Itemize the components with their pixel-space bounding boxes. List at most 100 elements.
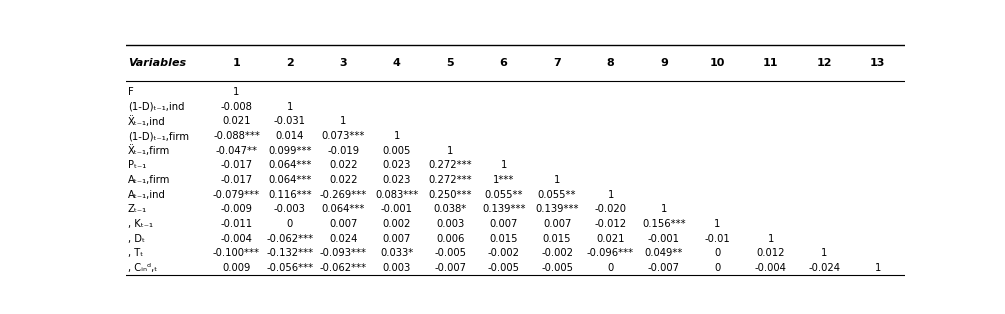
Text: -0.100***: -0.100*** (213, 248, 260, 258)
Text: 0: 0 (715, 263, 721, 273)
Text: 11: 11 (763, 58, 779, 68)
Text: -0.096***: -0.096*** (587, 248, 634, 258)
Text: 0.005: 0.005 (383, 146, 411, 156)
Text: -0.019: -0.019 (328, 146, 360, 156)
Text: Zₜ₋₁: Zₜ₋₁ (128, 204, 147, 214)
Text: (1-D)ₜ₋₁,ind: (1-D)ₜ₋₁,ind (128, 102, 185, 112)
Text: 5: 5 (446, 58, 454, 68)
Text: -0.001: -0.001 (648, 234, 680, 244)
Text: 0.007: 0.007 (489, 219, 518, 229)
Text: 0.038*: 0.038* (433, 204, 467, 214)
Text: -0.004: -0.004 (755, 263, 787, 273)
Text: , Cᵢₙᵈ,ₜ: , Cᵢₙᵈ,ₜ (128, 263, 157, 273)
Text: -0.01: -0.01 (705, 234, 731, 244)
Text: 0.033*: 0.033* (380, 248, 413, 258)
Text: -0.003: -0.003 (274, 204, 306, 214)
Text: -0.005: -0.005 (541, 263, 573, 273)
Text: 0.006: 0.006 (436, 234, 464, 244)
Text: 0.015: 0.015 (543, 234, 572, 244)
Text: Variables: Variables (128, 58, 186, 68)
Text: 0.055**: 0.055** (538, 190, 577, 200)
Text: 1: 1 (447, 146, 453, 156)
Text: -0.002: -0.002 (487, 248, 520, 258)
Text: 0.272***: 0.272*** (428, 175, 472, 185)
Text: -0.007: -0.007 (648, 263, 680, 273)
Text: 0.024: 0.024 (330, 234, 358, 244)
Text: -0.017: -0.017 (220, 175, 252, 185)
Text: -0.020: -0.020 (595, 204, 626, 214)
Text: -0.088***: -0.088*** (213, 131, 260, 141)
Text: 0.049**: 0.049** (645, 248, 683, 258)
Text: 0.014: 0.014 (275, 131, 305, 141)
Text: -0.269***: -0.269*** (320, 190, 367, 200)
Text: -0.062***: -0.062*** (320, 263, 367, 273)
Text: -0.047**: -0.047** (215, 146, 257, 156)
Text: 0.003: 0.003 (436, 219, 464, 229)
Text: 1: 1 (821, 248, 827, 258)
Text: 0: 0 (607, 263, 614, 273)
Text: Ẍₜ₋₁,firm: Ẍₜ₋₁,firm (128, 145, 170, 156)
Text: 0.023: 0.023 (383, 175, 411, 185)
Text: 0.012: 0.012 (757, 248, 785, 258)
Text: 1: 1 (232, 58, 240, 68)
Text: -0.056***: -0.056*** (266, 263, 314, 273)
Text: -0.002: -0.002 (541, 248, 573, 258)
Text: , Kₜ₋₁: , Kₜ₋₁ (128, 219, 153, 229)
Text: Aₜ₋₁,firm: Aₜ₋₁,firm (128, 175, 170, 185)
Text: 0.272***: 0.272*** (428, 160, 472, 170)
Text: 10: 10 (710, 58, 726, 68)
Text: -0.004: -0.004 (220, 234, 252, 244)
Text: -0.001: -0.001 (381, 204, 413, 214)
Text: 0.007: 0.007 (543, 219, 571, 229)
Text: 0.064***: 0.064*** (322, 204, 365, 214)
Text: -0.012: -0.012 (595, 219, 627, 229)
Text: 1: 1 (607, 190, 614, 200)
Text: 0: 0 (715, 248, 721, 258)
Text: 1: 1 (394, 131, 400, 141)
Text: 0.023: 0.023 (383, 160, 411, 170)
Text: 0.064***: 0.064*** (268, 175, 312, 185)
Text: -0.008: -0.008 (220, 102, 252, 112)
Text: 0.055**: 0.055** (484, 190, 523, 200)
Text: Ẍₜ₋₁,ind: Ẍₜ₋₁,ind (128, 116, 166, 127)
Text: 0.002: 0.002 (383, 219, 411, 229)
Text: , Tₜ: , Tₜ (128, 248, 143, 258)
Text: 8: 8 (607, 58, 614, 68)
Text: 13: 13 (870, 58, 885, 68)
Text: -0.062***: -0.062*** (266, 234, 314, 244)
Text: 0.250***: 0.250*** (428, 190, 472, 200)
Text: 1: 1 (661, 204, 667, 214)
Text: 0.003: 0.003 (383, 263, 411, 273)
Text: -0.009: -0.009 (220, 204, 252, 214)
Text: 0.022: 0.022 (329, 160, 358, 170)
Text: 1: 1 (554, 175, 561, 185)
Text: 0.021: 0.021 (596, 234, 625, 244)
Text: 0.015: 0.015 (489, 234, 518, 244)
Text: 1: 1 (286, 102, 293, 112)
Text: 0.139***: 0.139*** (536, 204, 579, 214)
Text: 0.007: 0.007 (383, 234, 411, 244)
Text: 0.156***: 0.156*** (642, 219, 685, 229)
Text: 0.064***: 0.064*** (268, 160, 312, 170)
Text: -0.017: -0.017 (220, 160, 252, 170)
Text: 3: 3 (340, 58, 347, 68)
Text: 7: 7 (553, 58, 561, 68)
Text: 0: 0 (286, 219, 293, 229)
Text: 6: 6 (499, 58, 508, 68)
Text: (1-D)ₜ₋₁,firm: (1-D)ₜ₋₁,firm (128, 131, 189, 141)
Text: 12: 12 (817, 58, 832, 68)
Text: 1: 1 (340, 116, 347, 126)
Text: 1: 1 (500, 160, 507, 170)
Text: , Dₜ: , Dₜ (128, 234, 145, 244)
Text: 0.022: 0.022 (329, 175, 358, 185)
Text: -0.011: -0.011 (220, 219, 252, 229)
Text: 9: 9 (660, 58, 668, 68)
Text: F: F (128, 87, 134, 97)
Text: 1: 1 (233, 87, 239, 97)
Text: -0.031: -0.031 (274, 116, 306, 126)
Text: 1***: 1*** (493, 175, 515, 185)
Text: -0.132***: -0.132*** (266, 248, 314, 258)
Text: 1: 1 (715, 219, 721, 229)
Text: 4: 4 (393, 58, 401, 68)
Text: Aₜ₋₁,ind: Aₜ₋₁,ind (128, 190, 166, 200)
